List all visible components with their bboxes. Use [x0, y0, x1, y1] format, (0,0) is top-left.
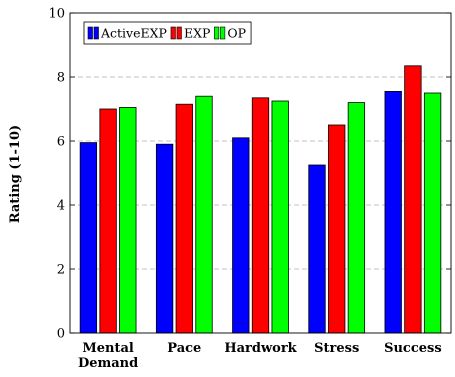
x-category-label: Pace [167, 341, 201, 356]
plot-frame [69, 12, 452, 334]
bar-exp-4 [404, 65, 422, 334]
y-tick-label: 2 [57, 263, 65, 278]
bar-activeexp-1 [155, 143, 174, 334]
y-tick-label: 4 [57, 199, 65, 214]
bar-op-2 [271, 100, 289, 334]
bar-exp-1 [175, 103, 193, 334]
legend-swatch [93, 26, 99, 40]
legend-label: OP [227, 26, 246, 41]
bar-op-1 [195, 95, 213, 334]
bar-op-4 [423, 92, 442, 334]
x-category-label: Hardwork [224, 341, 297, 356]
tick-labels: 0 2 4 6 8 10 [48, 7, 65, 342]
y-tick-label: 0 [57, 327, 65, 342]
bar-op-3 [347, 102, 366, 334]
legend-swatch [220, 26, 226, 40]
axes-layer [69, 12, 452, 334]
x-category-label: Mental [82, 341, 134, 356]
x-category-label: Success [384, 341, 442, 356]
bar-exp-3 [328, 124, 346, 334]
bars-layer [79, 65, 442, 334]
y-tick-label: 10 [48, 7, 65, 22]
legend-label: EXP [184, 26, 210, 41]
legend-swatch [176, 26, 182, 40]
legend-box [83, 21, 252, 45]
legend-swatch [170, 26, 176, 40]
x-category-label: Stress [314, 341, 359, 356]
y-tick-label: 6 [57, 135, 65, 150]
legend-swatch [87, 26, 93, 40]
bar-exp-2 [251, 97, 270, 334]
bar-op-0 [119, 107, 137, 334]
y-tick-label: 8 [57, 71, 65, 86]
bar-activeexp-2 [232, 137, 250, 334]
legend-label: ActiveEXP [100, 26, 167, 41]
bar-exp-0 [99, 108, 117, 334]
bar-activeexp-0 [79, 142, 98, 334]
legend: ActiveEXP EXP OP [83, 21, 252, 45]
bar-activeexp-3 [308, 164, 326, 334]
y-axis-label: Rating (1-10) [8, 125, 23, 223]
legend-swatch [214, 26, 220, 40]
bar-activeexp-4 [384, 91, 402, 334]
x-category-label: Demand [78, 356, 138, 371]
